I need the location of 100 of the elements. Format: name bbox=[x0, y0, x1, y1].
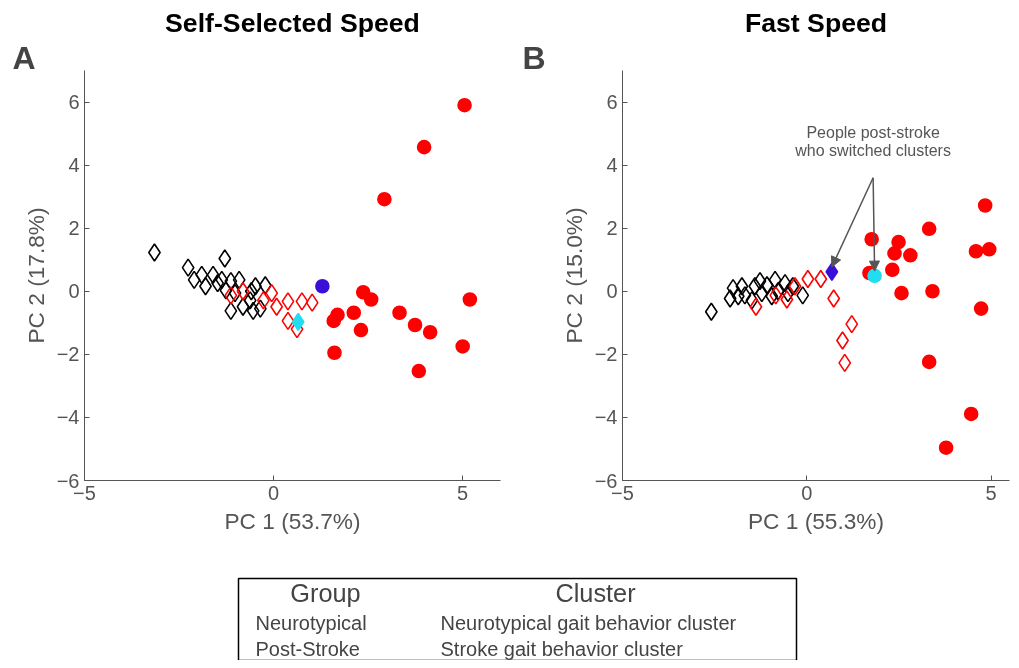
point bbox=[814, 269, 828, 289]
y-tick-label: 4 bbox=[68, 154, 80, 177]
point bbox=[748, 276, 762, 296]
point bbox=[215, 270, 229, 290]
x-tick-label: 0 bbox=[801, 481, 813, 504]
y-tick-label: 6 bbox=[68, 91, 80, 114]
point bbox=[281, 311, 295, 331]
point bbox=[938, 440, 954, 455]
point bbox=[248, 276, 262, 296]
point bbox=[236, 281, 250, 301]
point bbox=[422, 324, 438, 340]
point bbox=[981, 242, 997, 257]
point bbox=[411, 363, 427, 379]
point bbox=[963, 406, 979, 422]
point bbox=[187, 270, 201, 290]
text: Neurotypical bbox=[255, 611, 367, 634]
point bbox=[407, 317, 423, 333]
point bbox=[228, 283, 242, 303]
point bbox=[753, 271, 767, 291]
point bbox=[455, 339, 470, 354]
point bbox=[416, 139, 432, 155]
point bbox=[887, 246, 902, 261]
point bbox=[745, 291, 759, 310]
point bbox=[749, 297, 763, 317]
point bbox=[181, 258, 195, 277]
point bbox=[224, 286, 238, 305]
x-axis-title: PC 1 (55.3%) bbox=[748, 507, 884, 534]
point bbox=[845, 314, 859, 334]
point bbox=[291, 312, 305, 332]
point bbox=[258, 275, 272, 295]
point bbox=[825, 262, 839, 282]
x-axis-title: PC 1 (53.7%) bbox=[224, 507, 361, 534]
y-tick-label: −4 bbox=[594, 406, 618, 429]
point bbox=[925, 283, 940, 299]
point bbox=[903, 248, 918, 263]
point bbox=[735, 276, 749, 296]
point bbox=[363, 292, 379, 307]
point bbox=[256, 291, 270, 310]
point bbox=[801, 269, 815, 289]
y-tick-label: 0 bbox=[606, 280, 618, 303]
y-tick-label: 2 bbox=[606, 217, 618, 240]
point bbox=[738, 286, 752, 305]
text: Group bbox=[290, 578, 361, 607]
point bbox=[781, 283, 795, 303]
y-axis-title: PC 2 (15.0%) bbox=[560, 207, 587, 344]
point bbox=[265, 283, 279, 303]
point bbox=[211, 273, 225, 293]
point bbox=[771, 281, 785, 301]
point bbox=[921, 221, 937, 237]
x-tick-label: 0 bbox=[268, 481, 280, 504]
point bbox=[224, 271, 238, 291]
y-tick-label: 6 bbox=[606, 91, 618, 114]
point bbox=[726, 278, 740, 298]
y-tick-label: −4 bbox=[56, 406, 80, 429]
point bbox=[780, 290, 794, 309]
chart-title: Self-Selected Speed bbox=[165, 7, 420, 38]
y-tick-label: −2 bbox=[56, 343, 80, 366]
point bbox=[723, 289, 737, 308]
point bbox=[218, 249, 232, 268]
point bbox=[765, 287, 779, 306]
point bbox=[769, 286, 783, 305]
text: Cluster bbox=[555, 578, 637, 607]
point bbox=[921, 354, 937, 370]
point bbox=[327, 345, 342, 361]
y-tick-label: −2 bbox=[594, 343, 618, 366]
point bbox=[731, 287, 745, 306]
point bbox=[281, 292, 295, 311]
x-tick-label: 5 bbox=[457, 481, 469, 504]
text: A bbox=[12, 39, 36, 76]
point bbox=[827, 289, 841, 308]
text: Post-Stroke bbox=[255, 637, 360, 660]
text: B bbox=[522, 39, 546, 76]
point bbox=[755, 283, 769, 303]
chart-title: Fast Speed bbox=[744, 7, 888, 38]
x-tick-label: 5 bbox=[985, 481, 997, 504]
point bbox=[377, 191, 392, 207]
point bbox=[243, 291, 257, 310]
point bbox=[244, 281, 258, 301]
point bbox=[253, 299, 267, 318]
point bbox=[346, 305, 362, 320]
point bbox=[891, 234, 906, 250]
point bbox=[195, 265, 209, 285]
point bbox=[315, 278, 330, 294]
point bbox=[206, 265, 220, 285]
point bbox=[462, 292, 478, 307]
point bbox=[760, 275, 774, 295]
point bbox=[704, 302, 718, 322]
point bbox=[246, 301, 260, 321]
point bbox=[224, 301, 238, 321]
point bbox=[778, 273, 792, 293]
point bbox=[867, 268, 882, 284]
point bbox=[796, 286, 810, 305]
point bbox=[236, 297, 250, 317]
point bbox=[838, 353, 852, 373]
y-axis-title: PC 2 (17.8%) bbox=[22, 207, 49, 344]
point bbox=[232, 270, 246, 290]
point bbox=[353, 322, 369, 338]
text: Neurotypical gait behavior cluster bbox=[440, 611, 737, 634]
y-tick-label: 4 bbox=[606, 154, 618, 177]
annotation: People post-stroke who switched clusters bbox=[794, 123, 951, 159]
